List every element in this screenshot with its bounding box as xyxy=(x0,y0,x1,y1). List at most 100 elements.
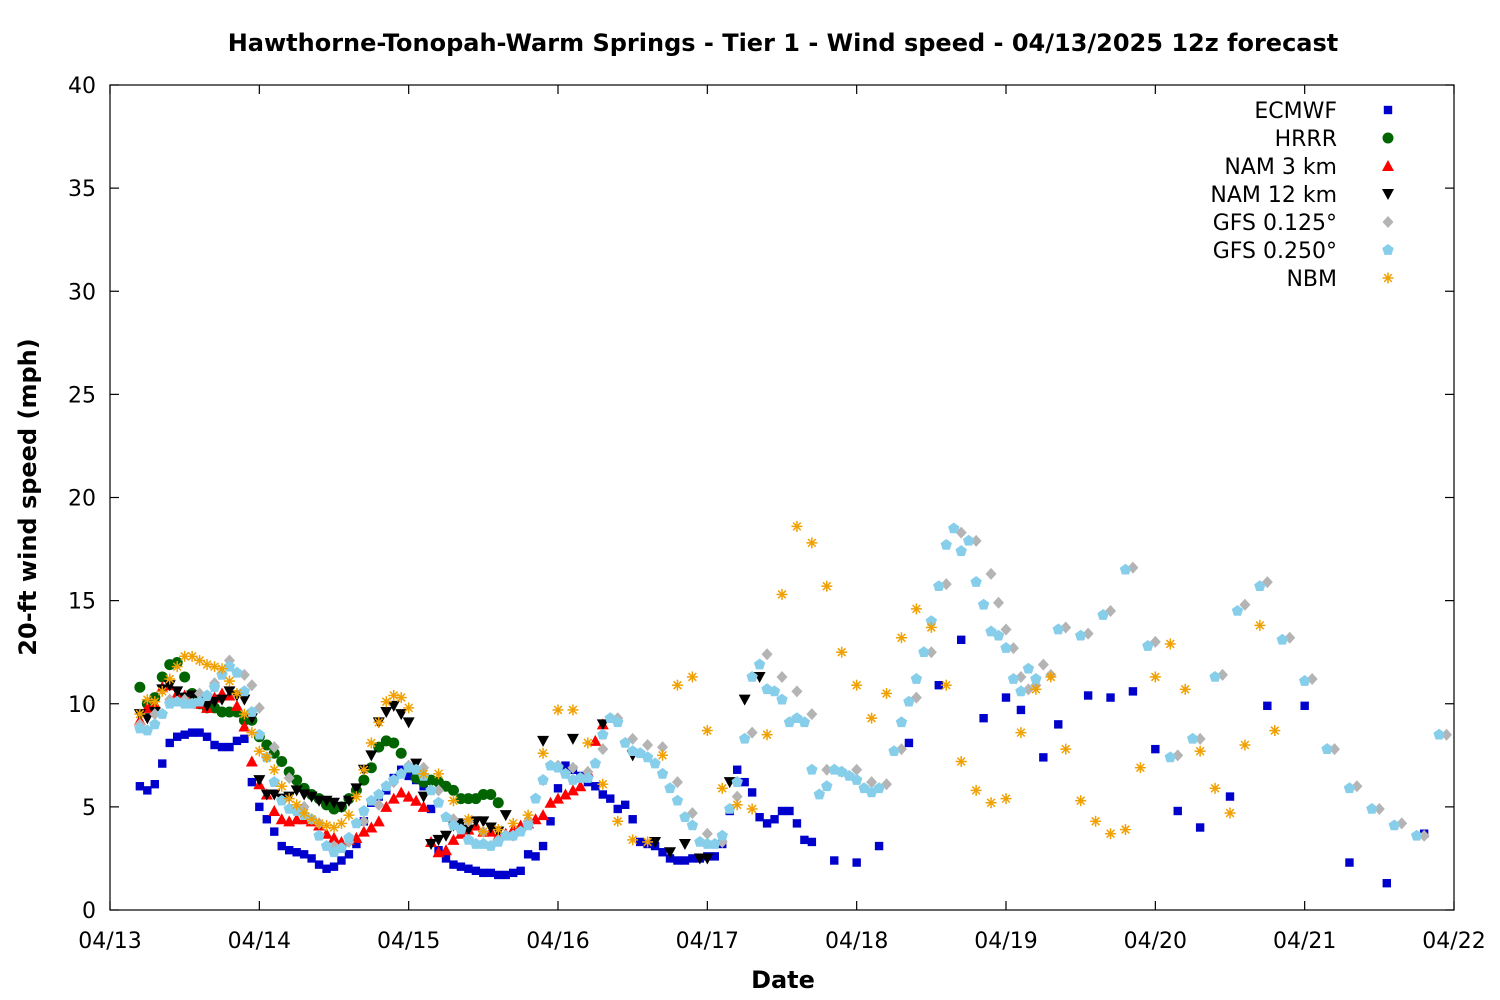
data-point xyxy=(561,761,570,770)
data-point xyxy=(738,732,751,744)
data-point xyxy=(358,805,370,816)
data-point xyxy=(806,537,818,549)
data-point xyxy=(1433,728,1445,740)
chart-title: Hawthorne-Tonopah-Warm Springs - Tier 1 … xyxy=(228,29,1339,57)
data-point xyxy=(141,724,154,736)
legend-label: GFS 0.250° xyxy=(1213,239,1337,264)
data-point xyxy=(1007,642,1019,655)
data-point xyxy=(410,794,423,806)
data-point xyxy=(686,671,698,683)
data-point xyxy=(813,788,826,800)
data-point xyxy=(365,737,377,749)
data-point xyxy=(328,822,340,833)
data-point xyxy=(380,707,393,718)
data-point xyxy=(380,696,392,708)
data-point xyxy=(246,727,258,739)
y-tick-label: 20 xyxy=(68,487,96,512)
data-point xyxy=(329,862,339,871)
data-point xyxy=(537,735,550,747)
data-point xyxy=(343,831,355,843)
data-point xyxy=(143,786,152,795)
data-point xyxy=(1186,732,1199,744)
data-point xyxy=(1134,762,1146,774)
y-tick-label: 30 xyxy=(68,280,96,305)
data-point xyxy=(979,713,988,723)
data-point xyxy=(992,629,1005,641)
legend-marker xyxy=(1382,132,1394,144)
data-point xyxy=(387,700,400,712)
data-point xyxy=(1254,580,1266,592)
y-tick-label: 5 xyxy=(82,796,96,821)
legend-marker xyxy=(1382,272,1394,284)
data-point xyxy=(276,794,288,806)
data-point xyxy=(268,805,281,816)
data-point xyxy=(522,809,534,821)
data-point xyxy=(925,646,937,659)
data-point xyxy=(440,830,452,842)
legend-marker xyxy=(1382,216,1394,228)
data-point xyxy=(492,835,504,847)
data-point xyxy=(314,860,324,869)
data-point xyxy=(537,774,549,785)
data-point xyxy=(747,788,757,797)
data-point xyxy=(1083,691,1093,700)
data-point xyxy=(447,833,460,845)
y-axis-label: 20-ft wind speed (mph) xyxy=(14,338,42,655)
data-point xyxy=(574,772,587,783)
data-point xyxy=(657,741,669,754)
data-point xyxy=(173,732,182,741)
data-point xyxy=(761,648,773,661)
data-point xyxy=(1194,732,1206,745)
data-point xyxy=(494,870,503,880)
data-point xyxy=(925,621,937,633)
data-point xyxy=(903,695,915,707)
data-point xyxy=(277,841,286,851)
data-point xyxy=(1263,701,1272,711)
data-point xyxy=(209,661,221,673)
data-point xyxy=(1345,858,1354,867)
data-point xyxy=(552,792,564,804)
data-point xyxy=(1007,673,1020,684)
series-nbm xyxy=(134,520,1281,848)
data-point xyxy=(1000,623,1012,636)
data-point xyxy=(925,615,938,627)
data-point xyxy=(866,776,878,789)
data-point xyxy=(477,826,489,838)
data-point xyxy=(171,661,183,673)
data-point xyxy=(149,708,161,721)
data-point xyxy=(208,696,221,708)
data-point xyxy=(1329,743,1341,756)
data-point xyxy=(836,646,848,658)
data-point xyxy=(731,799,743,811)
data-point xyxy=(1300,701,1309,711)
data-point xyxy=(1075,795,1087,807)
legend-marker xyxy=(1382,244,1394,255)
data-point xyxy=(792,819,802,828)
data-point xyxy=(658,848,667,857)
data-point xyxy=(559,767,572,779)
data-point xyxy=(755,812,764,822)
data-point xyxy=(179,671,191,683)
data-point xyxy=(373,741,385,753)
data-point xyxy=(275,813,288,825)
data-point xyxy=(596,719,609,731)
data-point xyxy=(261,751,273,763)
data-point xyxy=(559,788,572,800)
data-point xyxy=(538,841,548,851)
data-point xyxy=(753,658,766,670)
y-axis-ticks: 0 5 10 15 20 25 30 35 40 xyxy=(68,74,1454,924)
data-point xyxy=(977,598,990,610)
data-point xyxy=(373,716,385,728)
data-point xyxy=(388,690,400,701)
data-point xyxy=(701,838,714,849)
y-tick-label: 35 xyxy=(68,177,96,202)
data-point xyxy=(225,742,234,752)
data-point xyxy=(322,864,331,873)
data-point xyxy=(970,534,982,547)
data-point xyxy=(821,580,833,592)
x-axis-label: Date xyxy=(751,966,815,994)
data-point xyxy=(1321,743,1333,754)
data-point xyxy=(499,810,512,822)
data-point xyxy=(850,774,863,785)
data-point xyxy=(671,776,683,789)
